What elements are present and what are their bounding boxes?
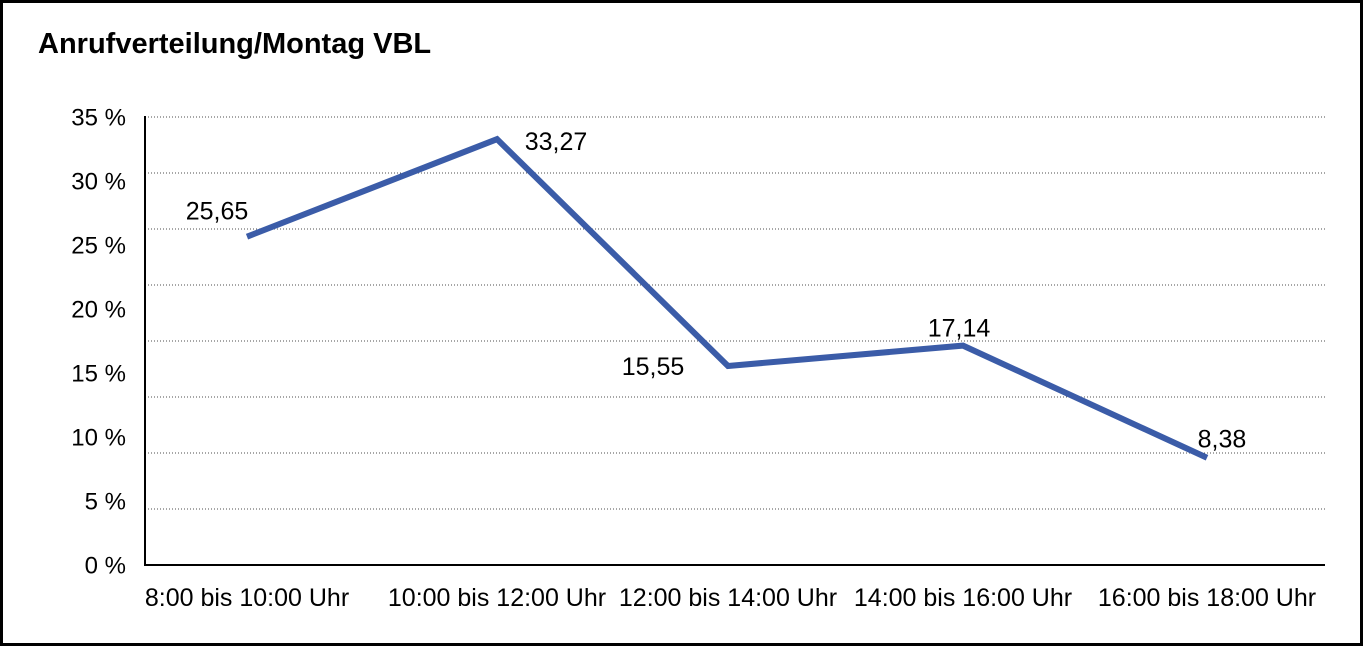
data-point-label: 25,65 bbox=[186, 198, 249, 226]
series-line bbox=[245, 135, 1209, 461]
y-axis-tick-label: 0 % bbox=[85, 552, 126, 579]
x-axis-category-label: 12:00 bis 14:00 Uhr bbox=[619, 584, 837, 612]
data-point-label: 17,14 bbox=[928, 315, 991, 343]
x-axis-category-label: 10:00 bis 12:00 Uhr bbox=[388, 584, 606, 612]
data-point-label: 15,55 bbox=[622, 353, 685, 381]
y-axis-tick-label: 35 % bbox=[71, 104, 126, 131]
data-point-label: 8,38 bbox=[1198, 426, 1247, 454]
x-axis-category-label: 14:00 bis 16:00 Uhr bbox=[854, 584, 1072, 612]
y-axis-tick-label: 30 % bbox=[71, 168, 126, 195]
y-axis-tick-label: 25 % bbox=[71, 232, 126, 259]
chart-title: Anrufverteilung/Montag VBL bbox=[38, 28, 432, 60]
y-axis-tick-label: 20 % bbox=[71, 296, 126, 323]
data-point-label: 33,27 bbox=[525, 128, 588, 156]
y-axis-tick-label: 5 % bbox=[85, 488, 126, 515]
y-axis-tick-label: 10 % bbox=[71, 424, 126, 451]
y-axis-tick-label: 15 % bbox=[71, 360, 126, 387]
x-axis-category-label: 8:00 bis 10:00 Uhr bbox=[145, 584, 349, 612]
x-axis-category-label: 16:00 bis 18:00 Uhr bbox=[1098, 584, 1316, 612]
